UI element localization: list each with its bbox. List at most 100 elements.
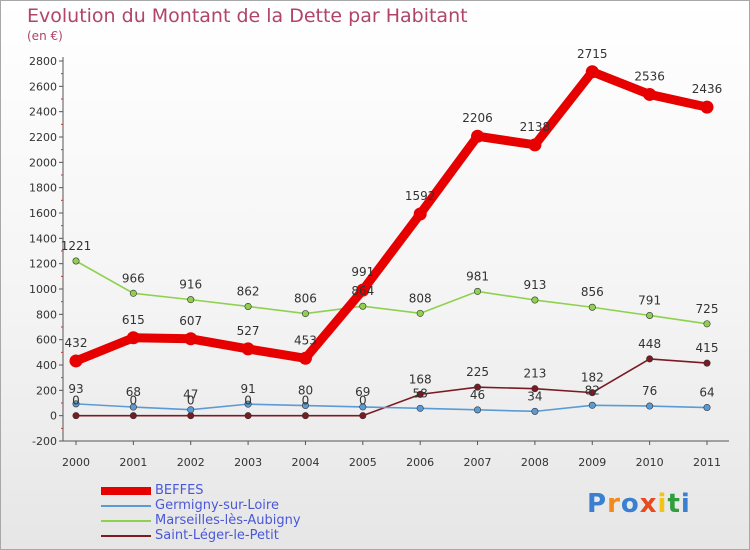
data-label: 1592 xyxy=(405,189,436,203)
data-point xyxy=(588,401,596,409)
y-tick-label: 2200 xyxy=(29,131,57,144)
x-tick-label: 2004 xyxy=(291,456,319,469)
data-point xyxy=(129,289,137,297)
x-tick-label: 2009 xyxy=(578,456,606,469)
data-label: 82 xyxy=(585,383,600,397)
data-label: 46 xyxy=(470,388,485,402)
data-point xyxy=(416,390,424,398)
data-label: 913 xyxy=(523,278,546,292)
data-label: 448 xyxy=(638,337,661,351)
chart-title: Evolution du Montant de la Dette par Hab… xyxy=(27,5,468,27)
data-label: 0 xyxy=(72,394,80,408)
data-point xyxy=(241,342,255,356)
data-point xyxy=(700,100,714,114)
data-point xyxy=(244,400,252,408)
data-label: 916 xyxy=(179,278,202,292)
y-tick-label: 1600 xyxy=(29,207,57,220)
data-point xyxy=(301,402,309,410)
data-label: 0 xyxy=(130,394,138,408)
data-point xyxy=(585,65,599,79)
data-label: 864 xyxy=(351,284,374,298)
data-label: 80 xyxy=(298,384,313,398)
data-point xyxy=(643,87,657,101)
data-point xyxy=(646,311,654,319)
series-line-2 xyxy=(75,260,708,325)
data-point xyxy=(72,400,80,408)
data-label: 182 xyxy=(581,371,604,385)
data-label: 0 xyxy=(187,394,195,408)
data-point xyxy=(416,404,424,412)
data-label: 2138 xyxy=(520,120,551,134)
y-tick-label: 1200 xyxy=(29,258,57,271)
y-tick-label: 1800 xyxy=(29,182,57,195)
data-label: 91 xyxy=(240,382,255,396)
data-label: 76 xyxy=(642,384,657,398)
data-label: 69 xyxy=(355,385,370,399)
legend-label-germigny: Germigny-sur-Loire xyxy=(155,498,279,513)
data-point xyxy=(474,287,482,295)
data-point xyxy=(703,359,711,367)
data-label: 415 xyxy=(696,341,719,355)
data-label: 806 xyxy=(294,292,317,306)
data-label: 791 xyxy=(638,293,661,307)
data-point xyxy=(531,296,539,304)
data-label: 615 xyxy=(122,313,145,327)
data-label: 808 xyxy=(409,291,432,305)
data-label: 862 xyxy=(237,284,260,298)
data-label: 225 xyxy=(466,365,489,379)
legend-label-marseilles: Marseilles-lès-Aubigny xyxy=(155,513,301,528)
x-tick-label: 2002 xyxy=(177,456,205,469)
data-label: 607 xyxy=(179,314,202,328)
y-tick-label: 2400 xyxy=(29,106,57,119)
data-point xyxy=(244,412,252,420)
x-tick-label: 2006 xyxy=(406,456,434,469)
data-point xyxy=(359,302,367,310)
x-tick-label: 2011 xyxy=(693,456,721,469)
data-point xyxy=(126,331,140,345)
data-point xyxy=(69,354,83,368)
legend-swatch-germigny xyxy=(101,505,151,507)
y-tick-label: 2000 xyxy=(29,156,57,169)
data-point xyxy=(703,320,711,328)
y-tick-label: 400 xyxy=(36,359,57,372)
data-point xyxy=(129,412,137,420)
y-tick-label: 0 xyxy=(50,410,57,423)
data-point xyxy=(471,129,485,143)
logo-letter: r xyxy=(607,489,621,519)
x-tick-label: 2000 xyxy=(62,456,90,469)
data-label: 213 xyxy=(523,367,546,381)
data-point xyxy=(646,355,654,363)
legend-label-saint-leger: Saint-Léger-le-Petit xyxy=(155,528,279,543)
data-point xyxy=(588,389,596,397)
data-point xyxy=(646,402,654,410)
series-line-3 xyxy=(75,358,708,417)
data-point xyxy=(72,257,80,265)
logo-letter: o xyxy=(620,489,640,519)
y-tick-label: 200 xyxy=(36,384,57,397)
series-line-1 xyxy=(75,403,708,413)
x-tick-label: 2007 xyxy=(464,456,492,469)
data-point xyxy=(298,351,312,365)
data-point xyxy=(187,296,195,304)
data-point xyxy=(531,407,539,415)
data-label: 0 xyxy=(359,394,367,408)
data-label: 2436 xyxy=(692,82,723,96)
x-tick-label: 2003 xyxy=(234,456,262,469)
y-tick-label: 2800 xyxy=(29,55,57,68)
y-tick-label: 800 xyxy=(36,308,57,321)
x-tick-label: 2001 xyxy=(119,456,147,469)
proxiti-logo: Proxiti xyxy=(587,489,691,519)
chart-unit: (en €) xyxy=(27,29,63,43)
x-tick-label: 2005 xyxy=(349,456,377,469)
data-label: 991 xyxy=(351,265,374,279)
data-label: 93 xyxy=(68,382,83,396)
data-label: 527 xyxy=(237,324,260,338)
data-point xyxy=(187,412,195,420)
logo-letter: P xyxy=(587,489,608,519)
legend-swatch-beffes xyxy=(101,487,151,495)
data-point xyxy=(359,403,367,411)
legend-label-beffes: BEFFES xyxy=(155,483,204,498)
data-point xyxy=(301,412,309,420)
data-label: 68 xyxy=(126,385,141,399)
